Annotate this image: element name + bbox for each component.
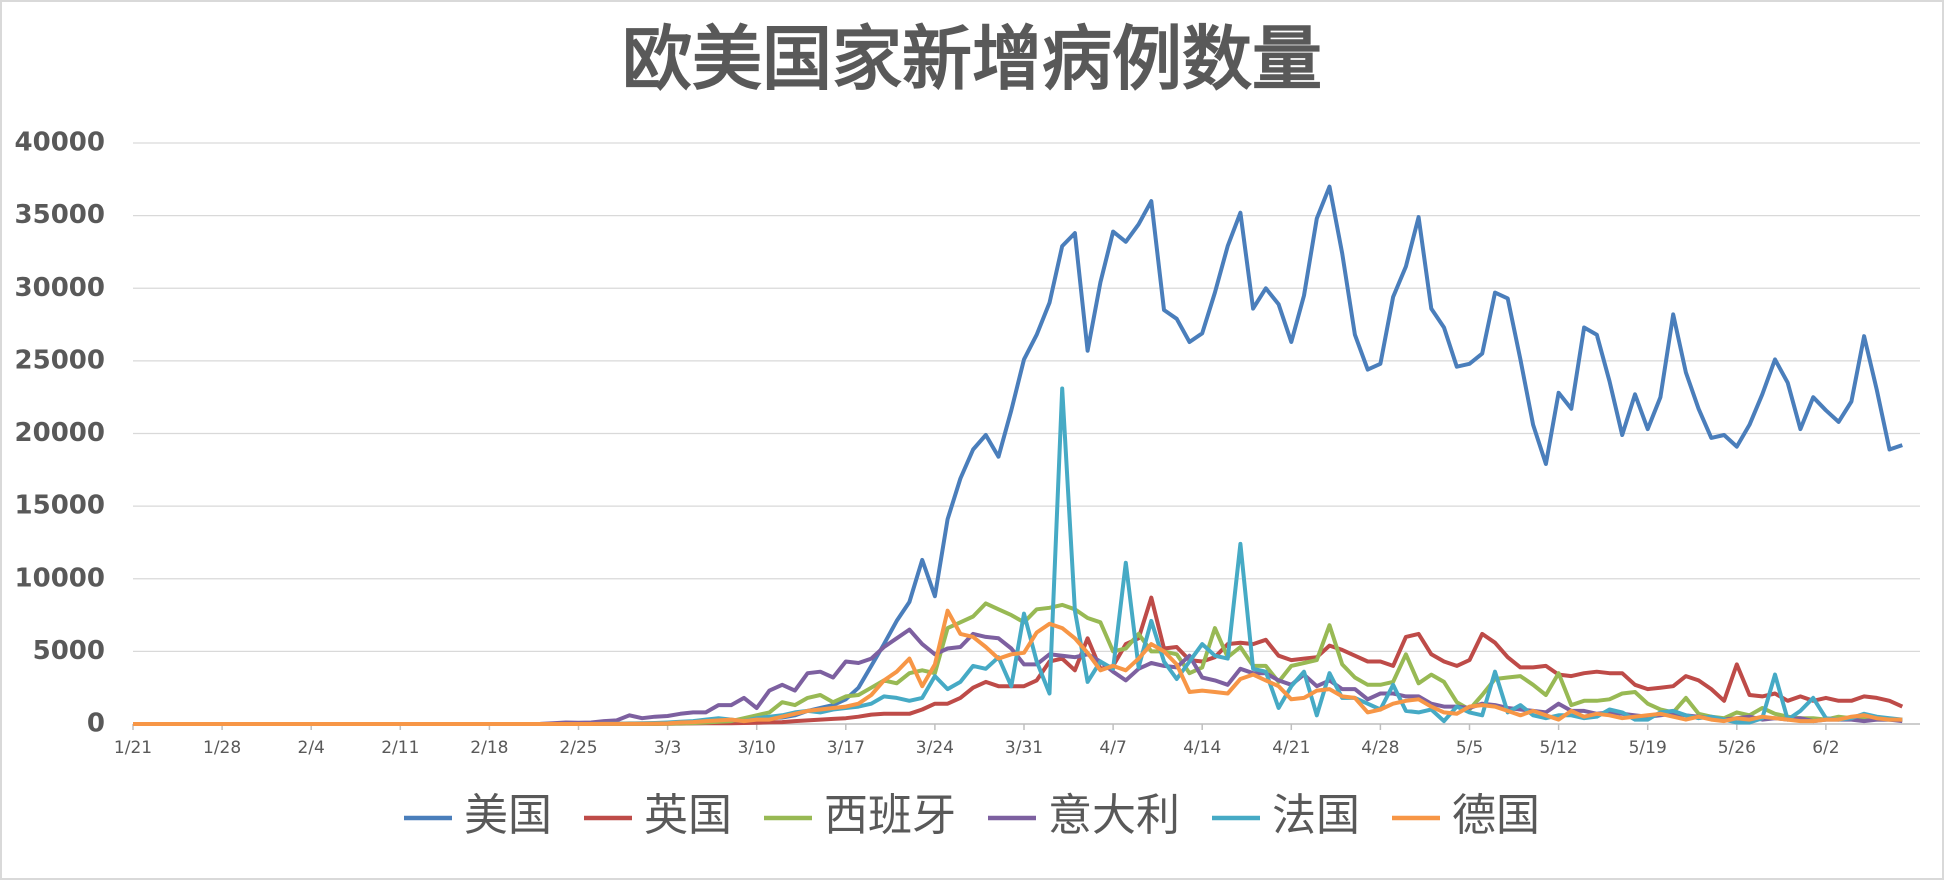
x-tick-label: 3/24 [916,738,954,758]
x-tick-label: 3/31 [1005,738,1043,758]
x-tick-label: 5/12 [1540,738,1578,758]
y-tick-label: 25000 [15,345,105,375]
y-tick-label: 10000 [15,563,105,593]
y-tick-label: 20000 [15,418,105,448]
series-line [133,608,1903,726]
x-tick-label: 2/25 [559,738,597,758]
legend-label: 西班牙 [824,790,956,841]
y-tick-label: 15000 [15,491,105,521]
x-tick-label: 1/21 [114,738,152,758]
legend-label: 意大利 [1048,790,1180,841]
chart-title: 欧美国家新增病例数量 [622,18,1322,100]
x-tick-label: 2/4 [298,738,325,758]
y-tick-label: 40000 [15,128,105,158]
x-tick-label: 2/11 [381,738,419,758]
y-tick-label: 0 [87,709,105,739]
x-tick-label: 3/3 [654,738,681,758]
x-tick-label: 3/10 [738,738,776,758]
x-tick-label: 4/14 [1183,738,1221,758]
y-tick-label: 30000 [15,273,105,303]
x-tick-label: 4/28 [1361,738,1399,758]
x-tick-label: 2/18 [470,738,508,758]
x-tick-label: 5/19 [1629,738,1667,758]
x-tick-label: 5/26 [1718,738,1756,758]
x-tick-label: 6/2 [1812,738,1839,758]
x-tick-label: 5/5 [1456,738,1483,758]
x-tick-label: 4/7 [1099,738,1126,758]
x-tick-label: 1/28 [203,738,241,758]
legend-label: 法国 [1272,790,1360,841]
x-tick-label: 3/17 [827,738,865,758]
y-tick-label: 5000 [33,636,105,666]
x-tick-label: 4/21 [1272,738,1310,758]
y-tick-label: 35000 [15,200,105,230]
legend-label: 美国 [464,790,552,841]
legend-label: 英国 [644,790,732,841]
legend-label: 德国 [1452,790,1540,841]
